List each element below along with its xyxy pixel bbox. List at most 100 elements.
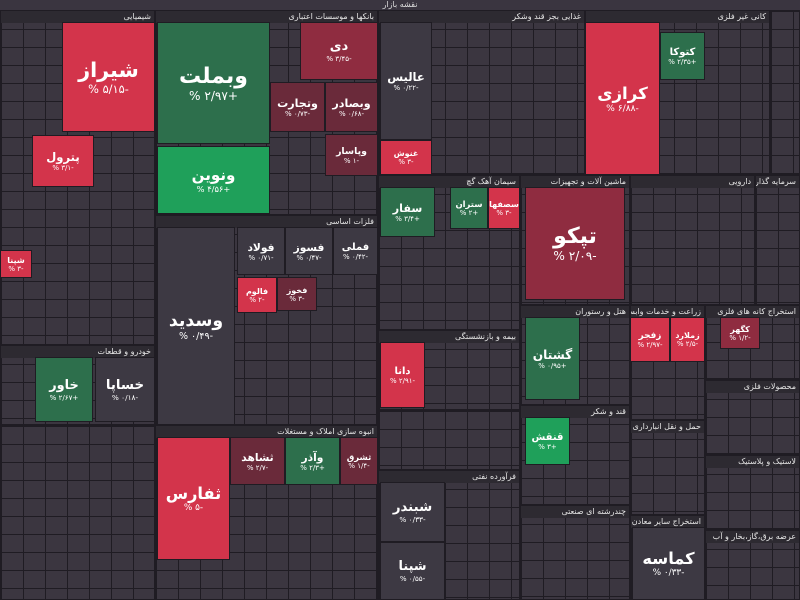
stock-tile: ثشاهد% ۲/۷- — [230, 437, 285, 485]
sector-title: لاستیک و پلاستیک — [706, 456, 799, 468]
stock-tile: وآذر% ۲/۳+ — [285, 437, 340, 485]
stock-name: خاور — [49, 377, 79, 393]
sector-title: حمل و نقل انبارداری — [631, 421, 704, 433]
stock-tile: قنقش% ۳+ — [525, 417, 570, 465]
sector: عرضه برق،گاز،بخار و آب — [705, 530, 800, 600]
sector-title: استخراج کانه های فلزی — [706, 306, 799, 318]
sector: چندرشته ای صنعتی — [520, 505, 630, 600]
stock-change: % ۲/۹۷- — [637, 340, 663, 349]
sector-title: قند و شکر — [521, 406, 629, 418]
stock-tile: گشتان% ۰/۹۵+ — [525, 317, 580, 400]
stock-name: وپاسار — [336, 145, 367, 157]
stock-change: % ۰/۵۵- — [399, 574, 426, 583]
stock-name: پترول — [46, 150, 80, 164]
stock-name: تپکو — [553, 224, 597, 249]
stock-tile: ثفارس% ۵- — [157, 437, 230, 560]
stock-name: فولاد — [247, 240, 275, 254]
stock-tile: فملی% ۰/۴۲- — [333, 227, 378, 275]
stock-name: کتوکا — [669, 46, 696, 58]
stock-name: وآذر — [301, 450, 324, 464]
stock-change: % ۰/۳۳- — [652, 568, 685, 578]
stock-tile: وپاسار% ۱- — [325, 134, 378, 176]
stock-change: % ۴/۵۶+ — [196, 184, 231, 194]
sector: لاستیک و پلاستیک — [705, 455, 800, 530]
stock-tile: وسدید% ۰/۴۹- — [157, 227, 235, 425]
stock-tile: شیراز% ۵/۱۵- — [62, 22, 155, 132]
sector-title: شیمیایی — [1, 11, 154, 23]
stock-change: % ۳- — [8, 264, 24, 273]
stock-change: % ۲/۹۷+ — [188, 88, 239, 103]
stock-tile: غنوش% ۳- — [380, 140, 432, 175]
stock-tile: شپنا% ۰/۵۵- — [380, 542, 445, 600]
sector-title: چندرشته ای صنعتی — [521, 506, 629, 518]
stock-name: وتجارت — [277, 96, 318, 110]
sector-title: سیمان آهک گچ — [379, 176, 519, 188]
stock-change: % ۱- — [343, 156, 360, 165]
stock-name: سفار — [392, 201, 423, 215]
stock-name: زملارد — [675, 331, 700, 340]
sector — [770, 10, 800, 175]
stock-name: ثفارس — [165, 484, 222, 503]
stock-tile: ستران% ۲+ — [450, 187, 488, 229]
sector-title: خودرو و قطعات — [1, 346, 154, 358]
stock-tile: خاور% ۲/۶۷+ — [35, 357, 93, 422]
stock-tile: فالوم% ۲- — [237, 277, 277, 313]
stock-change: % ۰/۹۵+ — [538, 361, 567, 370]
stock-name: شبندر — [392, 500, 433, 515]
stock-tile: پترول% ۳/۱- — [32, 135, 94, 187]
stock-change: % ۲+ — [459, 209, 479, 217]
stock-change: % ۰/۱۸- — [111, 392, 139, 402]
stock-tile: کتوکا% ۲/۳۵+ — [660, 32, 705, 80]
stock-change: % ۳+ — [538, 442, 557, 451]
stock-tile: خساپا% ۰/۱۸- — [95, 357, 155, 422]
stock-change: % ۰/۷۱- — [248, 253, 274, 262]
stock-name: خساپا — [105, 377, 145, 393]
sector-title: استخراج سایر معادن — [631, 516, 704, 528]
stock-change: % ۱/۲- — [729, 333, 751, 342]
stock-name: ثشرق — [346, 452, 372, 462]
stock-name: کگهر — [730, 324, 750, 334]
stock-tile: وتجارت% ۰/۷۳- — [270, 82, 325, 132]
sector: دارویی — [630, 175, 755, 305]
sector: حمل و نقل انبارداری — [630, 420, 705, 515]
stock-change: % ۲/۶۷+ — [49, 392, 79, 402]
stock-name: وبملت — [179, 63, 248, 89]
stock-change: % ۳/۴۵- — [326, 54, 352, 63]
stock-change: % ۲/۰۹- — [553, 249, 597, 263]
sector-title: زراعت و خدمات وابسته — [631, 306, 704, 318]
stock-change: % ۱/۴- — [348, 462, 370, 470]
stock-change: % ۳- — [289, 294, 305, 303]
stock-name: فسوز — [293, 240, 325, 254]
sector-title: فرآورده نفتی — [379, 471, 519, 483]
stock-name: کماسه — [642, 549, 695, 568]
sector — [378, 410, 520, 470]
sector-title: کانی غیر فلزی — [586, 11, 769, 23]
stock-change: % ۵/۱۵- — [88, 82, 129, 96]
stock-name: فالوم — [245, 286, 269, 296]
stock-name: قنقش — [531, 431, 564, 443]
stock-tile: شبندر% ۰/۳۳- — [380, 482, 445, 542]
stock-name: وبصادر — [332, 96, 371, 110]
stock-name: وسدید — [168, 310, 224, 331]
stock-change: % ۲/۷- — [246, 463, 269, 472]
stock-tile: فسوز% ۰/۴۷- — [285, 227, 333, 275]
stock-name: ثشاهد — [241, 450, 274, 464]
stock-name: غنوش — [393, 149, 419, 158]
stock-name: فملی — [341, 241, 370, 253]
stock-change: % ۰/۳۳- — [399, 515, 426, 524]
stock-tile: دانا% ۲/۹۱- — [380, 342, 425, 408]
stock-name: سصفها — [489, 199, 519, 209]
stock-change: % ۲/۵- — [676, 340, 699, 348]
stock-tile: سصفها% ۳- — [488, 187, 520, 229]
stock-name: فخوز — [286, 285, 308, 295]
stock-change: % ۲- — [249, 295, 265, 304]
stock-change: % ۲/۳۵+ — [668, 57, 697, 66]
sector: محصولات فلزی — [705, 380, 800, 455]
stock-name: ونوین — [191, 166, 236, 184]
stock-tile: وبملت% ۲/۹۷+ — [157, 22, 270, 144]
stock-name: شپنا — [398, 559, 427, 574]
stock-tile: عالیس% ۰/۲۲- — [380, 22, 432, 140]
stock-name: ستران — [455, 199, 483, 209]
stock-change: % ۳/۴+ — [395, 214, 420, 223]
stock-name: دانا — [394, 365, 411, 377]
